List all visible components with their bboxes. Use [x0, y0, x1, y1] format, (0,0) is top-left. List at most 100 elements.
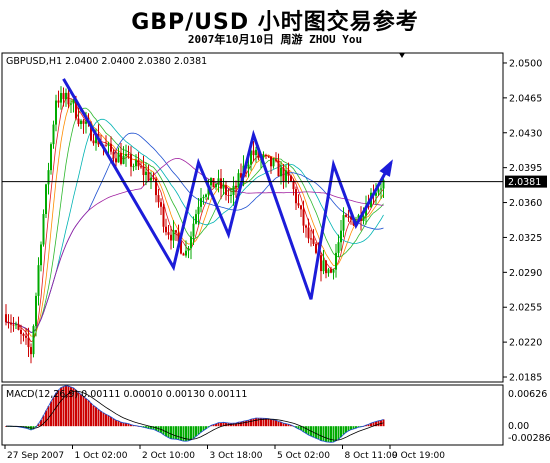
candle-body [107, 143, 110, 146]
candle-body [47, 170, 50, 185]
macd-bar [372, 422, 375, 427]
candle-body [12, 324, 15, 326]
moving-average-line [5, 118, 384, 333]
candle-body [305, 225, 307, 228]
macd-bar [182, 426, 185, 442]
candle-body [265, 155, 267, 157]
macd-bar [370, 423, 372, 427]
macd-bar [90, 403, 92, 427]
macd-bar [317, 426, 320, 440]
macd-bar [305, 426, 307, 434]
candle-body [62, 93, 65, 100]
candle-body [322, 260, 325, 272]
candle-body [135, 160, 137, 167]
macd-bar [252, 418, 255, 427]
macd-bar [220, 422, 222, 427]
macd-bar [95, 407, 97, 427]
price-tick-label: 2.0465 [509, 93, 542, 104]
candle-body [240, 173, 242, 178]
candle-body [215, 183, 217, 188]
macd-bar [205, 426, 207, 429]
macd-bar [350, 426, 352, 430]
macd-bar [257, 418, 260, 427]
macd-bar [357, 426, 360, 428]
candle-body [150, 177, 152, 181]
macd-bar [330, 426, 332, 443]
macd-bar [197, 426, 200, 435]
candle-body [382, 179, 385, 189]
price-tick-label: 2.0360 [509, 198, 542, 209]
candle-body [175, 230, 177, 233]
candle-body [255, 149, 257, 156]
candle-body [310, 238, 312, 240]
macd-bar [255, 418, 257, 427]
candle-body [137, 160, 140, 167]
candle-body [60, 93, 62, 103]
macd-bar [215, 423, 217, 427]
macd-bar [102, 412, 105, 427]
macd-bar [250, 419, 252, 427]
candle-body [152, 177, 155, 179]
macd-bar [142, 426, 145, 428]
macd-bar [327, 426, 330, 443]
candle-body [362, 215, 365, 221]
candle-body [205, 194, 207, 197]
macd-bar [300, 426, 302, 431]
candle-body [17, 324, 20, 330]
candle-body [237, 173, 240, 188]
candle-body [52, 124, 55, 145]
candle-body [212, 178, 215, 188]
symbol-info-label: GBPUSD,H1 2.0400 2.0400 2.0380 2.0381 [6, 56, 207, 67]
candle-body [50, 144, 52, 171]
macd-bar [115, 420, 117, 427]
candle-body [5, 314, 7, 323]
candle-body [375, 192, 377, 196]
candle-body [335, 252, 337, 270]
macd-bar [277, 421, 280, 427]
macd-bars [5, 385, 385, 443]
candle-body [275, 159, 277, 161]
candle-body [15, 324, 17, 326]
macd-bar [40, 419, 42, 427]
candle-body [282, 167, 285, 182]
macd-bar [237, 422, 240, 427]
candle-body [290, 175, 292, 182]
candle-body [127, 154, 130, 156]
candle-body [177, 232, 180, 242]
macd-bar [352, 426, 355, 429]
candle-body [22, 334, 25, 336]
candle-body [277, 160, 280, 177]
current-price-label: 2.0381 [508, 177, 541, 188]
macd-bar [200, 426, 202, 433]
macd-bar [285, 423, 287, 427]
candle-body [42, 214, 45, 245]
moving-average-line [5, 157, 384, 333]
time-axis: 27 Sep 2007 1 Oct 02:00 2 Oct 10:00 3 Oct 1… [4, 445, 445, 461]
time-tick-label: 3 Oct 18:00 [210, 451, 263, 461]
macd-bar [70, 387, 72, 427]
macd-tick-zero: 0.00 [508, 421, 529, 432]
macd-bar [275, 420, 277, 427]
candle-body [157, 195, 160, 203]
macd-signal-line [6, 390, 384, 441]
time-tick-label: 2 Oct 10:00 [142, 451, 195, 461]
candle-body [95, 133, 97, 144]
price-tick-label: 2.0430 [509, 128, 542, 139]
macd-bar [347, 426, 350, 431]
candle-body [85, 121, 87, 124]
macd-bar [320, 426, 322, 441]
candle-body [347, 216, 350, 218]
macd-bar [130, 424, 132, 427]
candle-body [190, 236, 192, 249]
macd-bar [377, 420, 380, 427]
candle-body [65, 92, 67, 100]
candle-body [195, 214, 197, 224]
macd-bar [110, 416, 112, 427]
candle-body [320, 255, 322, 272]
macd-bar [77, 392, 80, 427]
candle-body [342, 215, 345, 231]
candle-body [200, 198, 202, 207]
candle-body [367, 205, 370, 208]
price-tick-label: 2.0290 [509, 268, 542, 279]
forecast-zigzag-line [62, 78, 393, 300]
